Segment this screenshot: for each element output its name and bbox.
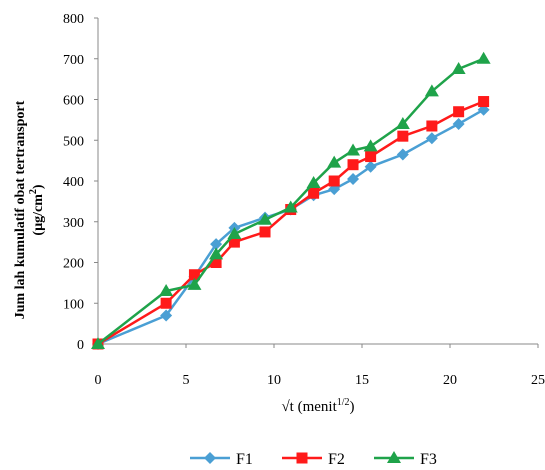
x-tick-label: 0 [95, 373, 102, 388]
legend-swatch-marker [296, 452, 308, 464]
x-axis-label: √t (menit1/2) [281, 397, 354, 415]
data-point-f2 [365, 151, 377, 163]
data-point-f2 [308, 187, 320, 199]
y-tick-label: 800 [63, 12, 84, 27]
y-axis-label-line2: (µg/cm2) [28, 184, 46, 236]
x-tick-label: 25 [531, 373, 545, 388]
legend-label: F1 [236, 451, 253, 468]
y-axis-label-sup: 2 [28, 189, 39, 194]
legend-swatch-marker [387, 451, 401, 463]
x-axis-label-close: ) [350, 399, 355, 415]
series-layer [91, 51, 491, 350]
data-point-f2 [397, 130, 409, 142]
data-point-f3 [327, 155, 342, 168]
data-point-f1 [396, 148, 409, 161]
data-point-f2 [228, 236, 240, 248]
y-tick-label: 600 [63, 94, 84, 109]
data-point-f1 [210, 238, 223, 251]
y-axis-label-close: ) [31, 184, 46, 189]
series-f2 [92, 96, 490, 350]
x-tick-label: 10 [267, 373, 281, 388]
series-line-f2 [97, 100, 485, 346]
data-point-f3 [283, 200, 298, 213]
x-tick-label: 5 [183, 373, 190, 388]
data-point-f3 [91, 337, 105, 349]
data-point-f2 [160, 297, 172, 309]
legend-item-f2: F2 [282, 451, 345, 468]
data-point-f3 [346, 143, 361, 156]
data-point-f1 [452, 117, 465, 130]
y-tick-label: 200 [63, 257, 84, 272]
data-point-f3 [424, 84, 439, 97]
data-point-f2 [259, 226, 271, 238]
y-tick-label: 100 [63, 297, 84, 312]
x-tick-label: 15 [355, 373, 369, 388]
y-tick-label: 300 [63, 216, 84, 231]
legend-item-f3: F3 [374, 451, 437, 468]
data-point-f3 [451, 61, 466, 74]
data-point-f2 [328, 175, 340, 187]
data-point-f1 [347, 172, 360, 185]
data-point-f1 [425, 132, 438, 145]
tick-labels: 0 100 200 300 400 500 600 700 800 0 5 10 15 20 25 [63, 12, 545, 388]
legend-swatch-marker [204, 452, 216, 464]
y-tick-label: 400 [63, 175, 84, 190]
data-point-f1 [160, 309, 173, 322]
legend-item-f1: F1 [190, 451, 253, 468]
data-point-f2 [453, 106, 465, 118]
data-point-f3 [395, 116, 410, 129]
data-point-f3 [476, 51, 491, 64]
data-point-f3 [187, 277, 202, 290]
x-axis-label-sup: 1/2 [337, 397, 350, 408]
data-point-f2 [188, 269, 200, 281]
y-axis-label: Jum lah kumulatif obat tertransport (µg/… [13, 100, 46, 319]
legend: F1 F2 F3 [190, 451, 437, 468]
data-point-f2 [426, 120, 438, 132]
data-point-f3 [363, 139, 378, 152]
data-point-f1 [364, 160, 377, 173]
y-axis-label-line1: Jum lah kumulatif obat tertransport [13, 100, 28, 319]
data-point-f2 [210, 257, 222, 268]
data-point-f2 [347, 159, 359, 171]
data-point-f3 [306, 176, 321, 189]
data-point-f3 [227, 226, 242, 239]
x-tick-label: 20 [443, 373, 457, 388]
data-point-f2 [478, 96, 490, 108]
y-tick-label: 0 [77, 338, 84, 353]
legend-label: F3 [420, 451, 437, 468]
y-tick-label: 500 [63, 134, 84, 149]
series-f3 [91, 51, 491, 349]
legend-label: F2 [328, 451, 345, 468]
data-point-f3 [159, 284, 174, 297]
y-tick-label: 700 [63, 53, 84, 68]
data-point-f3 [209, 247, 224, 260]
data-point-f3 [258, 212, 273, 225]
